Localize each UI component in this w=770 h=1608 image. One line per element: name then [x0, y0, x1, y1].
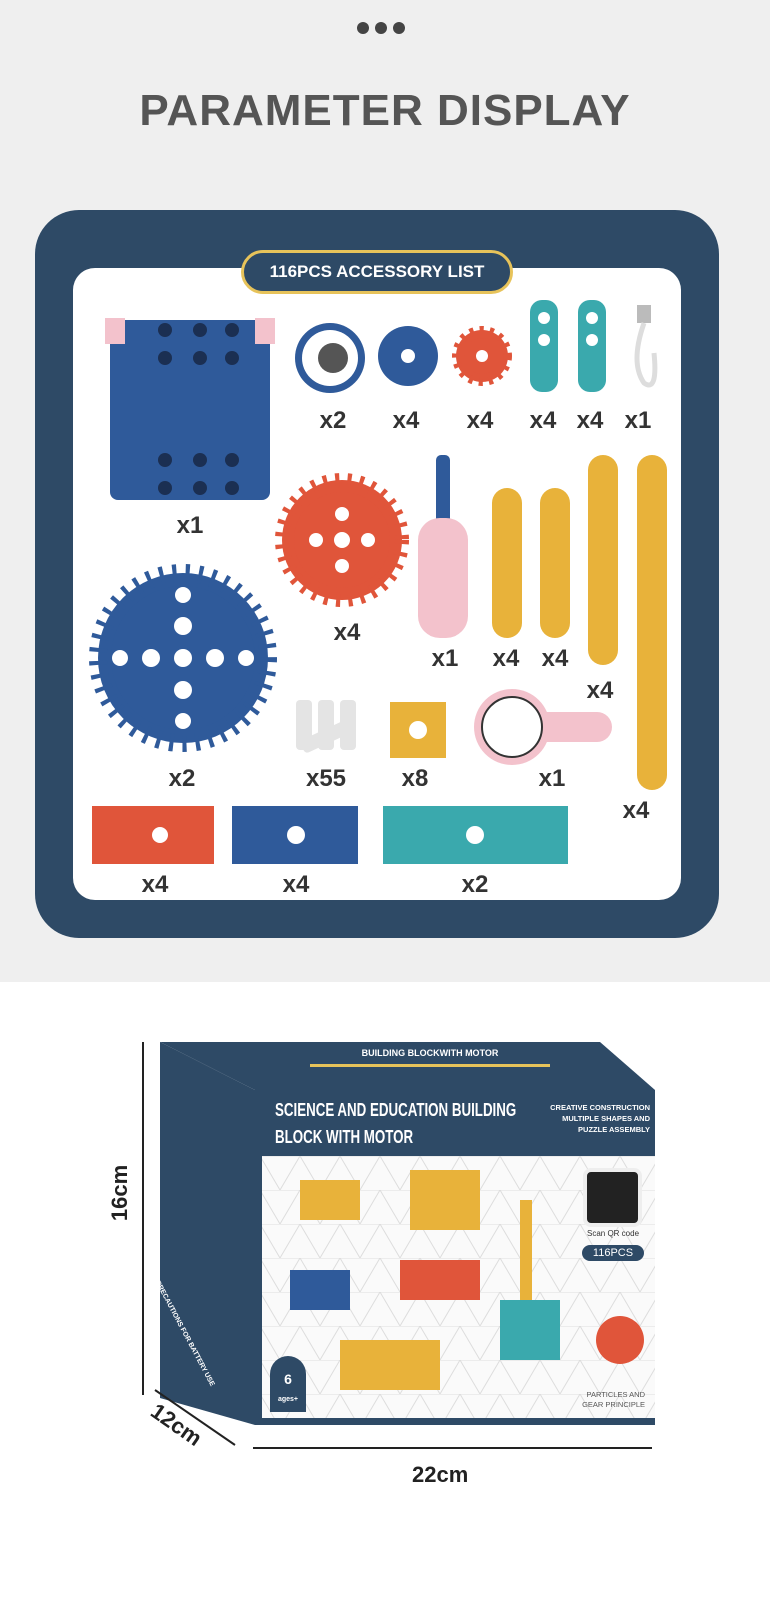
medium-gear-image: [275, 473, 409, 607]
page-title: PARAMETER DISPLAY: [139, 86, 631, 135]
qty-round-connector: x4: [392, 407, 420, 434]
qty-yellow-block: x8: [401, 765, 429, 792]
age-suffix: ages+: [277, 1396, 299, 1403]
qr-code-image: [583, 1168, 642, 1227]
box-features: CREATIVE CONSTRUCTION MULTIPLE SHAPES AND…: [545, 1102, 650, 1135]
age-number: 6: [284, 1371, 292, 1387]
qty-eye: x2: [319, 407, 347, 434]
qty-teal-connector-b: x4: [576, 407, 604, 434]
beam-medium-image: [588, 455, 618, 665]
feature-line: MULTIPLE SHAPES AND: [562, 1114, 650, 1123]
qty-medium-gear: x4: [333, 619, 361, 646]
qr-label: Scan QR code: [586, 1229, 640, 1238]
qty-teal-connector-a: x4: [529, 407, 557, 434]
large-gear-image: [89, 564, 277, 752]
age-badge: [270, 1356, 306, 1412]
qty-blue-brick: x4: [282, 871, 310, 898]
qty-beam-short-a: x4: [492, 645, 520, 672]
feature-line: PUZZLE ASSEMBLY: [578, 1125, 650, 1134]
qty-beam-short-b: x4: [541, 645, 569, 672]
teal-connector-a-image: [530, 300, 558, 392]
qty-large-gear: x2: [168, 765, 196, 792]
beam-long-image: [637, 455, 667, 790]
box-top-text: BUILDING BLOCKWITH MOTOR: [361, 1048, 499, 1058]
qty-teal-brick: x2: [461, 871, 489, 898]
yellow-block-image: [390, 702, 446, 758]
accessory-list-label: 116PCS ACCESSORY LIST: [241, 250, 513, 294]
red-brick-image: [92, 806, 214, 864]
teal-brick-image: [383, 806, 568, 864]
beam-short-b-image: [540, 488, 570, 638]
box-title-line1: SCIENCE AND EDUCATION BUILDING: [275, 1100, 517, 1120]
pieces-badge: 116PCS: [582, 1245, 644, 1261]
qty-pins: x55: [305, 765, 347, 792]
qty-beam-medium: x4: [586, 677, 614, 704]
parts-illustrations: [89, 300, 667, 864]
principle-line: PARTICLES AND: [586, 1390, 646, 1399]
qty-small-gear: x4: [466, 407, 494, 434]
wheel-crank-image: [474, 689, 612, 765]
teal-connector-b-image: [578, 300, 606, 392]
usb-cable-image: [634, 305, 658, 388]
qty-beam-long: x4: [622, 797, 650, 824]
pins-image: [296, 700, 356, 753]
feature-line: CREATIVE CONSTRUCTION: [550, 1103, 650, 1112]
robot-images: [290, 1170, 644, 1390]
width-dimension: 22cm: [412, 1462, 469, 1487]
box-side-face: [160, 1042, 255, 1425]
qty-screwdriver: x1: [431, 645, 459, 672]
principle-line: GEAR PRINCIPLE: [582, 1400, 645, 1409]
eye-image: [295, 323, 365, 393]
motor-box-image: [105, 318, 275, 500]
more-dots-icon[interactable]: [357, 22, 405, 34]
qty-usb-cable: x1: [624, 407, 652, 434]
height-dimension: 16cm: [107, 1164, 133, 1222]
qty-motor-box: x1: [176, 512, 204, 539]
small-gear-image: [452, 326, 512, 386]
round-connector-image: [378, 326, 438, 386]
beam-short-a-image: [492, 488, 522, 638]
box-title-line2: BLOCK WITH MOTOR: [275, 1127, 414, 1147]
blue-brick-image: [232, 806, 358, 864]
screwdriver-image: [418, 455, 468, 638]
qty-wheel-crank: x1: [538, 765, 566, 792]
box-principle: PARTICLES AND GEAR PRINCIPLE: [575, 1390, 645, 1410]
qty-red-brick: x4: [141, 871, 169, 898]
